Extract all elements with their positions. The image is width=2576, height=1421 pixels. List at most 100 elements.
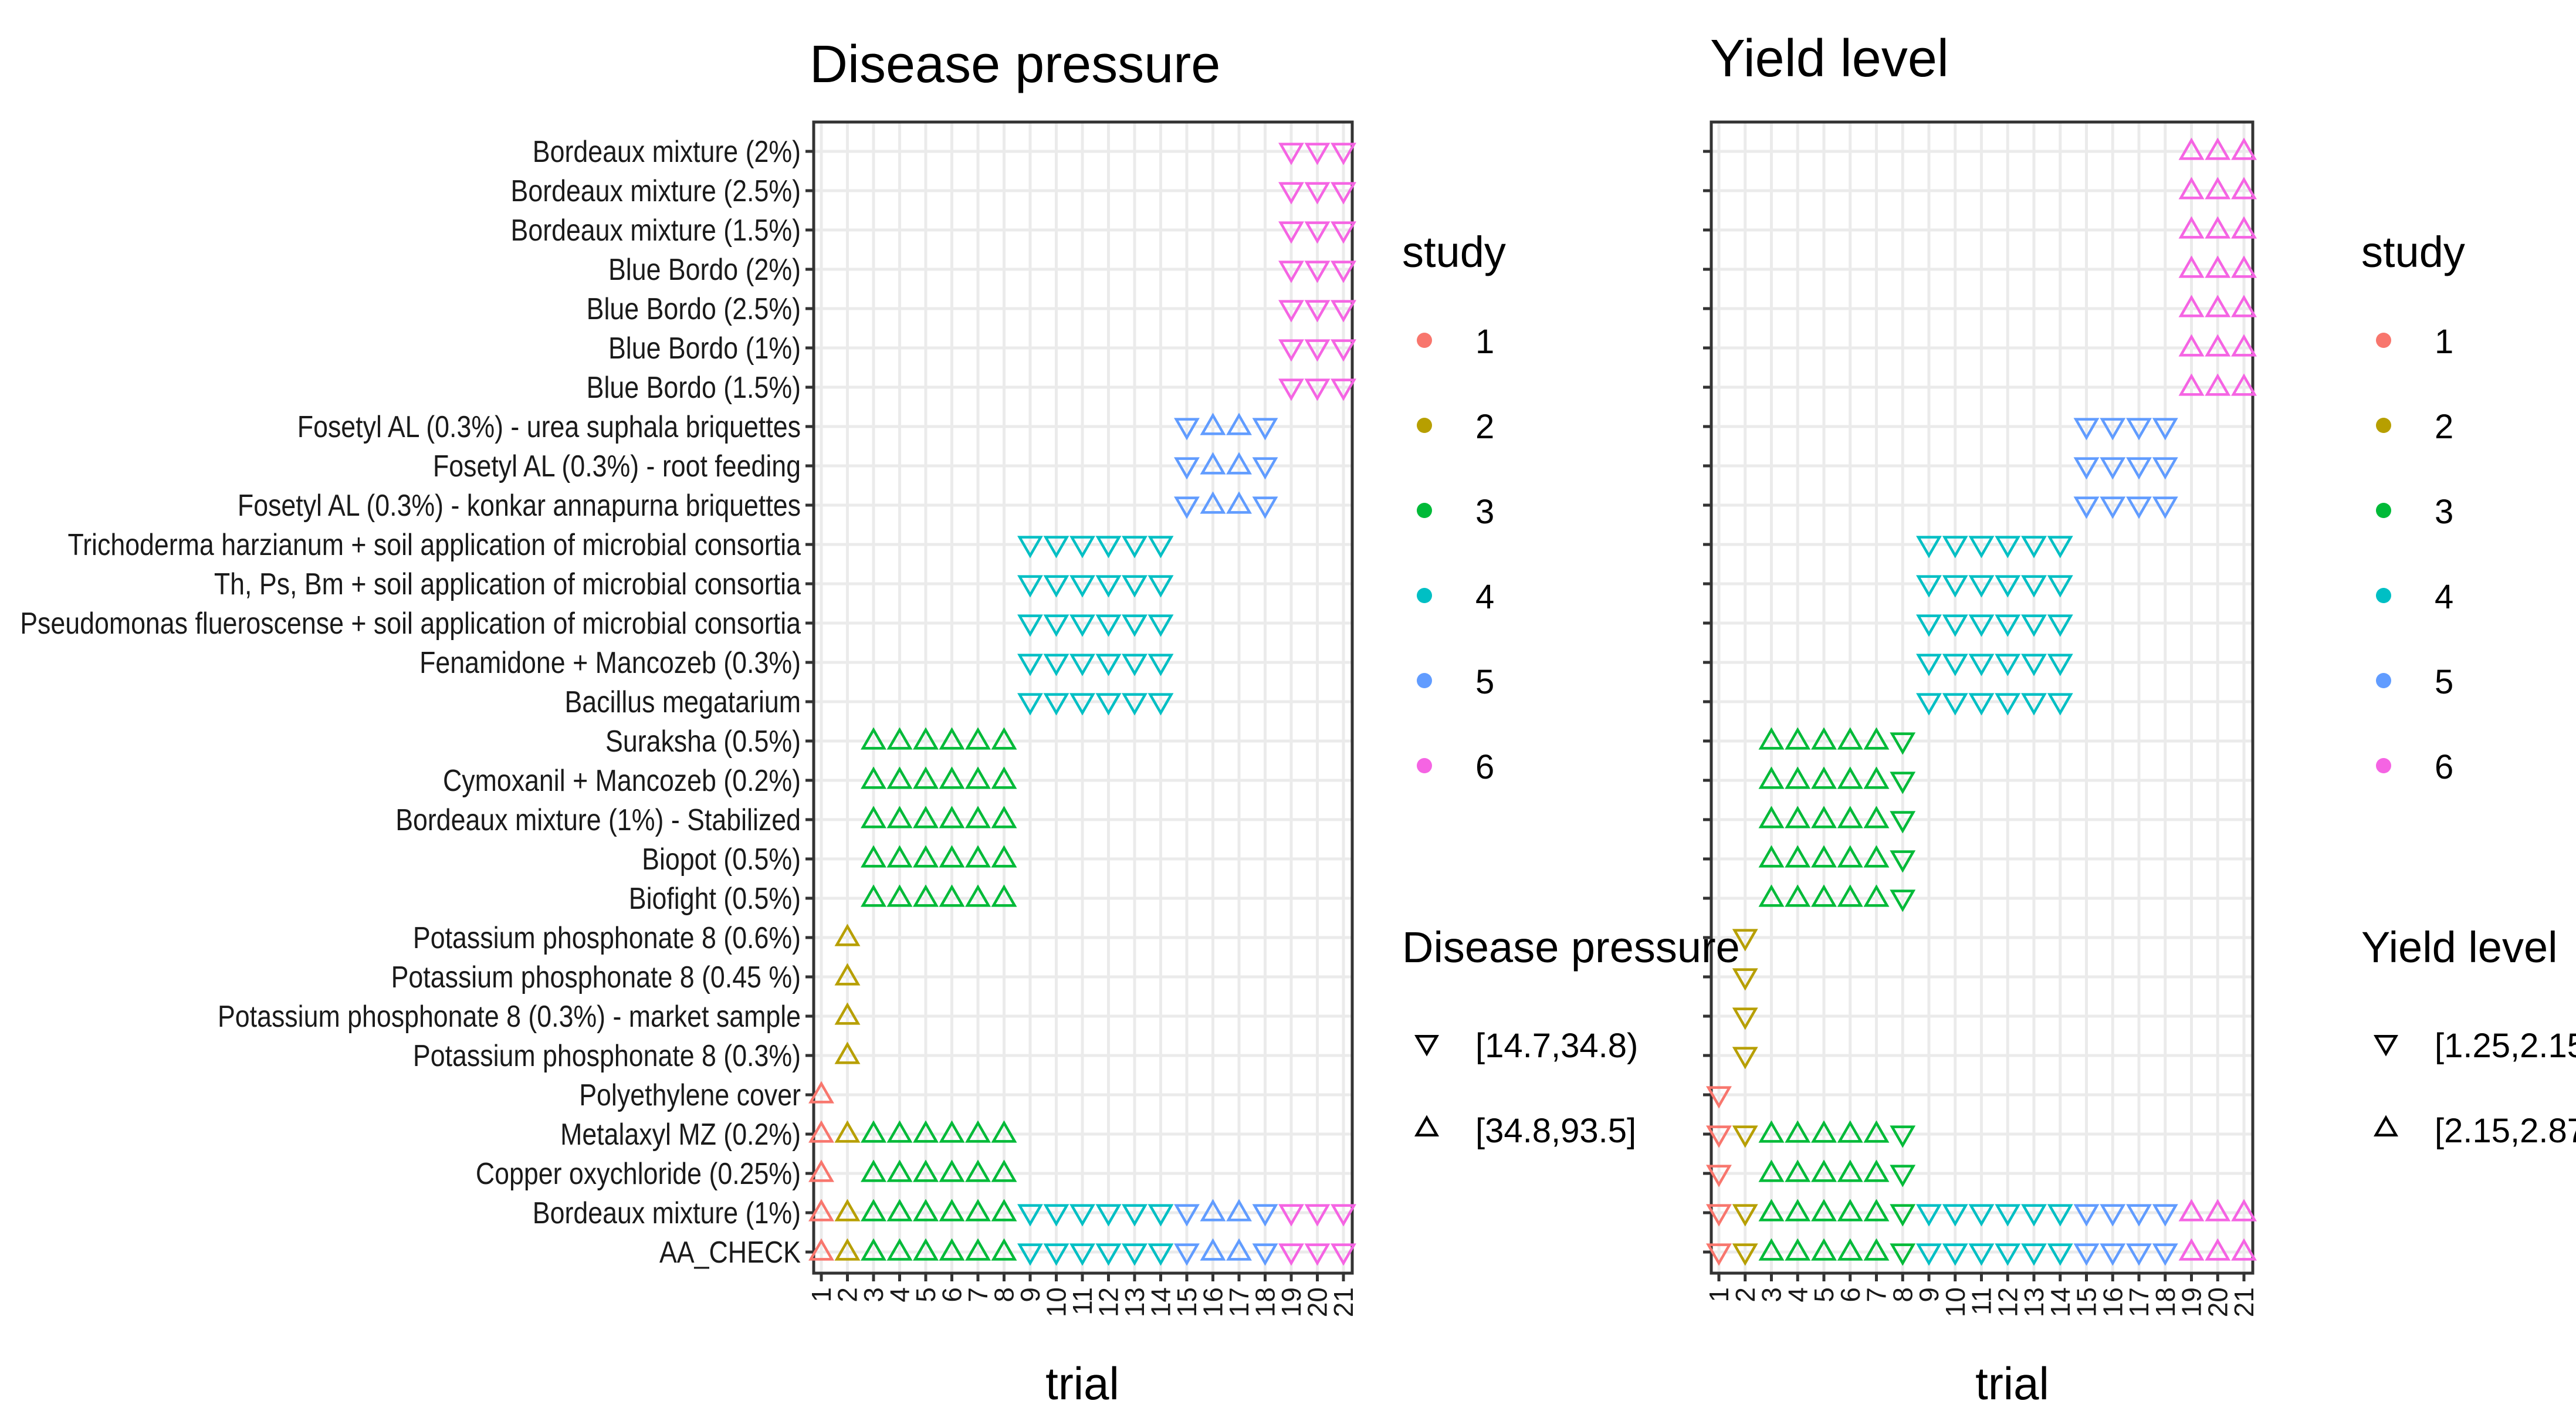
yield-level-legends: study 1 2 3 4 5 6 Yield level [1.25,2.15) [2.15,2…	[2361, 228, 2576, 1150]
point-trial-4-up	[1785, 766, 1811, 789]
point-trial-20-down	[1304, 182, 1331, 205]
point-trial-10-down	[1043, 536, 1069, 559]
point-trial-11-down	[1968, 1204, 1995, 1227]
point-trial-16-down	[2100, 457, 2126, 480]
point-trial-21-up	[2231, 137, 2257, 160]
point-trial-10-down	[1043, 1243, 1069, 1266]
point-trial-6-up	[1837, 766, 1863, 789]
point-trial-12-down	[1095, 536, 1122, 559]
point-trial-8-down	[1890, 1125, 1916, 1148]
point-trial-12-down	[1995, 614, 2021, 637]
point-trial-14-down	[2047, 1243, 2073, 1266]
point-trial-8-down	[1890, 889, 1916, 912]
point-trial-2-down	[1732, 1243, 1758, 1266]
x-tick-label: 17	[2124, 1287, 2154, 1317]
point-trial-2-up	[834, 1120, 861, 1143]
point-trial-1-down	[1706, 1086, 1732, 1109]
point-trial-11-down	[1968, 536, 1995, 559]
point-trial-12-down	[1995, 1243, 2021, 1266]
point-trial-20-up	[2205, 216, 2231, 239]
point-trial-21-up	[2231, 177, 2257, 199]
y-tick-label: Bordeaux mixture (1%)	[533, 1196, 801, 1230]
point-trial-18-down	[2152, 1204, 2178, 1227]
study-legend-title: study	[2361, 228, 2465, 276]
point-trial-20-down	[1304, 143, 1331, 165]
point-trial-15-down	[2073, 496, 2100, 519]
point-trial-18-down	[1252, 457, 1278, 480]
x-tick-label: 2	[1730, 1287, 1761, 1302]
x-tick-label: 15	[2071, 1287, 2102, 1317]
point-trial-7-up	[1863, 766, 1890, 789]
point-trial-11-down	[1968, 614, 1995, 637]
point-trial-10-down	[1043, 614, 1069, 637]
point-trial-13-down	[1122, 654, 1147, 676]
point-trial-19-up	[2178, 255, 2205, 278]
point-trial-7-up	[1863, 1199, 1890, 1222]
point-trial-2-down	[1732, 968, 1758, 991]
point-trial-13-down	[2021, 614, 2047, 637]
y-tick-label: Polyethylene cover	[579, 1078, 801, 1112]
x-tick-label: 18	[2150, 1287, 2181, 1317]
point-trial-14-down	[2047, 614, 2073, 637]
study-legend-label: 2	[1475, 408, 1494, 446]
point-trial-7-up	[965, 727, 991, 750]
point-trial-16-up	[1200, 1199, 1226, 1222]
point-trial-7-up	[1863, 806, 1890, 828]
x-tick-label: 1	[1704, 1287, 1734, 1302]
x-tick-label: 5	[1809, 1287, 1839, 1302]
point-trial-6-up	[939, 884, 965, 907]
point-trial-11-down	[1968, 1243, 1995, 1266]
point-trial-9-down	[1017, 536, 1043, 559]
x-tick-label: 7	[963, 1287, 993, 1302]
point-trial-3-up	[1758, 806, 1785, 828]
study-legend-label: 6	[1475, 748, 1494, 786]
point-trial-3-up	[1758, 727, 1785, 750]
point-trial-20-up	[2205, 334, 2231, 357]
point-trial-18-down	[2152, 1243, 2178, 1266]
point-trial-14-down	[2047, 693, 2073, 716]
point-trial-14-down	[2047, 536, 2073, 559]
point-trial-3-up	[861, 845, 886, 868]
study-legend-key-4	[1417, 588, 1432, 603]
x-tick-label: 6	[937, 1287, 967, 1302]
y-tick-label: Copper oxychloride (0.25%)	[476, 1157, 801, 1191]
point-trial-2-up	[834, 1002, 861, 1025]
point-trial-14-down	[1147, 654, 1174, 676]
point-trial-5-up	[1811, 845, 1837, 868]
x-tick-label: 21	[2229, 1287, 2259, 1317]
point-trial-21-up	[2231, 216, 2257, 239]
point-trial-19-down	[1278, 300, 1304, 323]
point-trial-13-down	[2021, 536, 2047, 559]
point-trial-13-down	[2021, 693, 2047, 716]
point-trial-19-up	[2178, 1238, 2205, 1261]
point-trial-9-down	[1017, 1204, 1043, 1227]
point-trial-9-down	[1916, 536, 1942, 559]
point-trial-21-down	[1331, 1243, 1356, 1266]
study-legend-key-6	[1417, 758, 1432, 773]
point-trial-2-down	[1732, 1047, 1758, 1070]
point-trial-7-up	[965, 845, 991, 868]
point-trial-18-down	[2152, 418, 2178, 441]
point-trial-17-up	[1226, 412, 1252, 435]
point-trial-21-down	[1331, 143, 1356, 165]
point-trial-20-down	[1304, 1204, 1331, 1227]
point-trial-17-up	[1226, 452, 1252, 475]
study-legend-key-3	[1417, 503, 1432, 518]
point-trial-9-down	[1916, 1204, 1942, 1227]
point-trial-3-up	[861, 1199, 886, 1222]
point-trial-17-up	[1226, 491, 1252, 514]
point-trial-11-down	[1968, 575, 1995, 598]
x-tick-label: 11	[1966, 1287, 1997, 1315]
point-trial-21-up	[2231, 1238, 2257, 1261]
point-trial-3-up	[1758, 1159, 1785, 1182]
point-trial-11-down	[1968, 693, 1995, 716]
point-trial-2-down	[1732, 1204, 1758, 1227]
point-trial-4-up	[886, 884, 913, 907]
point-trial-13-down	[1122, 536, 1147, 559]
point-trial-2-down	[1732, 929, 1758, 952]
point-trial-5-up	[913, 766, 939, 789]
point-trial-5-up	[1811, 1199, 1837, 1222]
point-trial-12-down	[1995, 536, 2021, 559]
point-trial-21-down	[1331, 260, 1356, 283]
point-trial-15-down	[1174, 496, 1200, 519]
